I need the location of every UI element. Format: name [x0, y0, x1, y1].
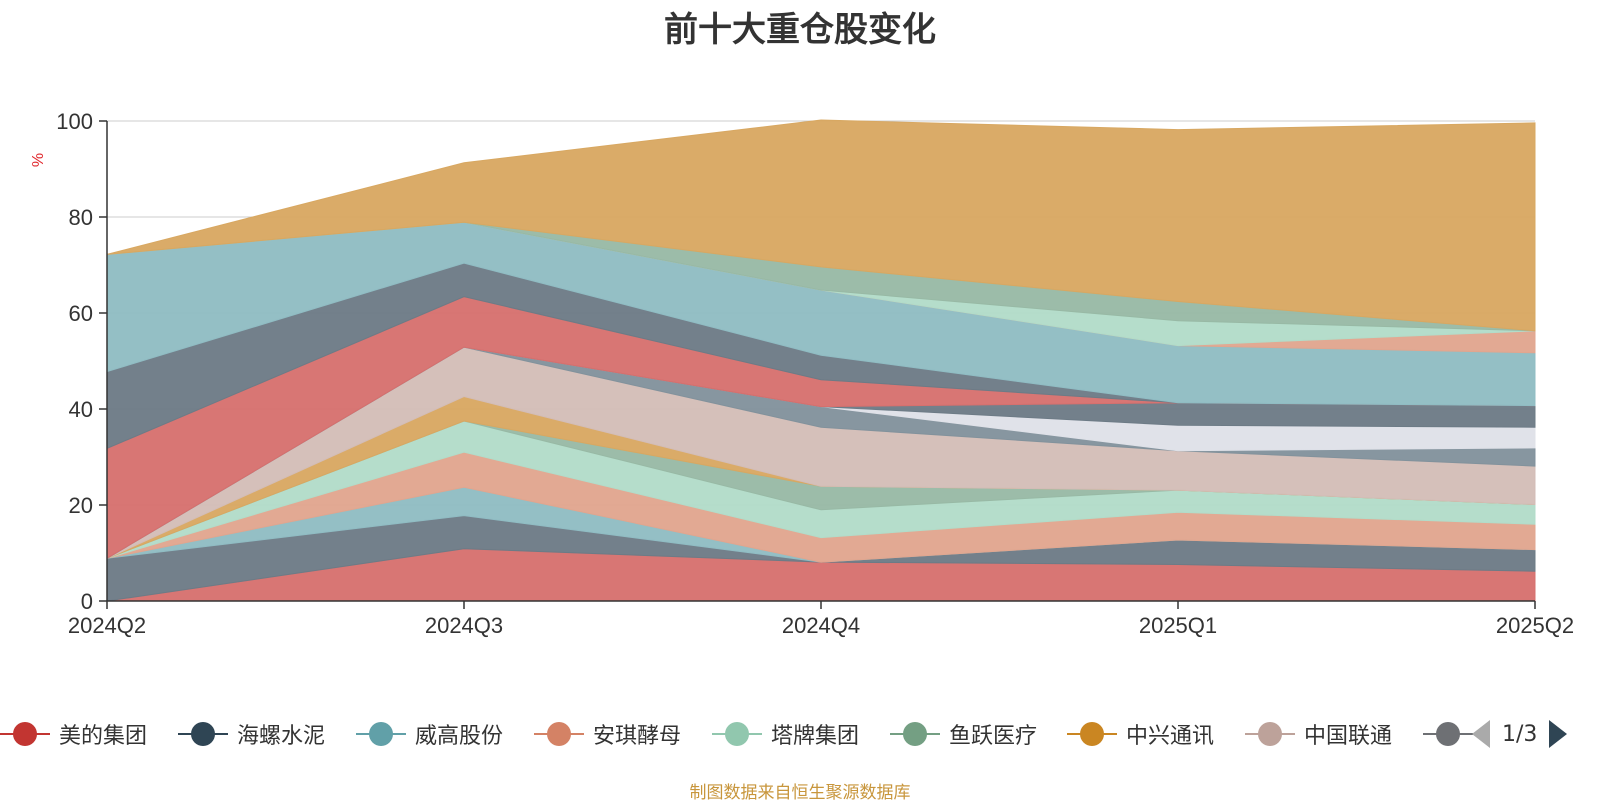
y-tick-label-2: 40 [69, 397, 93, 422]
legend-item-3[interactable]: 安琪酵母 [534, 712, 681, 756]
legend-label: 塔牌集团 [771, 724, 860, 749]
legend-label: 海螺水泥 [237, 724, 326, 749]
axes [99, 120, 1536, 609]
chart-title: 前十大重仓股变化 [664, 10, 936, 50]
x-tick-label-3: 2025Q1 [1139, 613, 1217, 638]
legend-label: 安琪酵母 [593, 724, 682, 749]
legend-marker-icon [178, 712, 228, 756]
legend-item-2[interactable]: 威高股份 [356, 712, 503, 756]
legend-item-4[interactable]: 塔牌集团 [712, 712, 859, 756]
data-source-note: 制图数据来自恒生聚源数据库 [689, 783, 911, 803]
y-tick-label-3: 60 [69, 301, 93, 326]
legend-item-5[interactable]: 鱼跃医疗 [890, 712, 1037, 756]
legend-label: 威高股份 [415, 724, 504, 749]
legend-marker-icon [0, 712, 50, 756]
legend-item-8[interactable] [1423, 712, 1496, 756]
x-tick-labels: 2024Q2 2024Q3 2024Q4 2025Q1 2025Q2 [68, 613, 1574, 638]
area-series [106, 119, 1536, 602]
x-tick-label-1: 2024Q3 [425, 613, 503, 638]
legend-label: 中国联通 [1304, 724, 1393, 749]
legend-marker-icon [356, 712, 406, 756]
area-series-17 [106, 119, 1536, 332]
legend-label: 美的集团 [59, 724, 148, 749]
y-tick-label-1: 20 [69, 493, 93, 518]
y-axis-label: % [30, 153, 47, 167]
legend-marker-icon [890, 712, 940, 756]
legend: 美的集团 海螺水泥 威高股份 安琪酵母 塔牌集团 鱼跃医疗 中兴通讯 中国联通 1/3 [0, 712, 1600, 756]
legend-marker-icon [1067, 712, 1117, 756]
legend-label: 中兴通讯 [1126, 724, 1215, 749]
legend-item-6[interactable]: 中兴通讯 [1067, 712, 1214, 756]
legend-pager: 1/3 [1472, 712, 1568, 756]
legend-page-indicator: 1/3 [1502, 721, 1538, 747]
legend-item-7[interactable]: 中国联通 [1245, 712, 1392, 756]
y-tick-label-4: 80 [69, 205, 93, 230]
y-tick-label-0: 0 [81, 589, 93, 614]
y-tick-label-5: 100 [56, 109, 93, 134]
legend-prev-arrow-icon[interactable] [1472, 720, 1490, 748]
legend-marker-icon [1245, 712, 1295, 756]
legend-marker-icon [712, 712, 762, 756]
legend-item-0[interactable]: 美的集团 [0, 712, 147, 756]
x-tick-label-4: 2025Q2 [1496, 613, 1574, 638]
x-tick-label-0: 2024Q2 [68, 613, 146, 638]
legend-marker-icon [534, 712, 584, 756]
legend-item-1[interactable]: 海螺水泥 [178, 712, 325, 756]
x-tick-label-2: 2024Q4 [782, 613, 860, 638]
y-tick-labels: 0 20 40 60 80 100 [56, 109, 93, 614]
legend-marker-icon [1423, 712, 1473, 756]
legend-next-arrow-icon[interactable] [1549, 720, 1568, 748]
legend-label: 鱼跃医疗 [949, 724, 1038, 749]
